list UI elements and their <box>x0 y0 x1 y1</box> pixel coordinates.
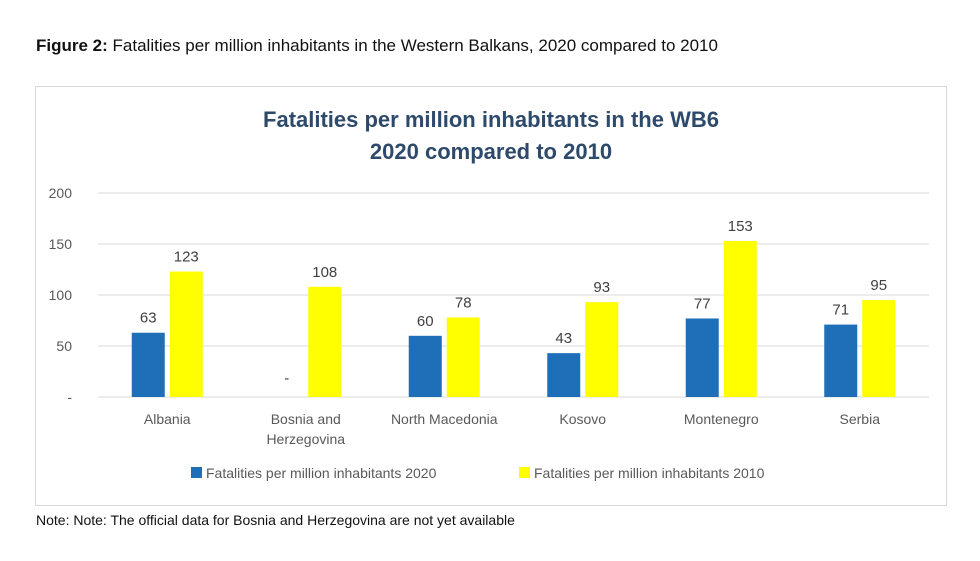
y-tick-label: 100 <box>49 287 73 303</box>
figure-caption: Figure 2: Fatalities per million inhabit… <box>36 36 718 56</box>
data-label: 60 <box>417 313 434 330</box>
data-label: 108 <box>312 264 337 281</box>
data-label: 77 <box>694 295 711 312</box>
data-label: 95 <box>870 277 887 294</box>
x-tick-label: Albania <box>144 411 191 427</box>
x-tick-label: North Macedonia <box>391 411 498 427</box>
bar <box>408 335 442 397</box>
footnote: Note: Note: The official data for Bosnia… <box>36 512 515 528</box>
bar <box>308 286 342 397</box>
figure-caption-text: Fatalities per million inhabitants in th… <box>107 36 718 55</box>
chart-frame: Fatalities per million inhabitants in th… <box>35 86 947 506</box>
bar <box>131 332 165 397</box>
legend-swatch <box>191 467 202 478</box>
figure-caption-label: Figure 2: <box>36 36 108 55</box>
bar <box>824 324 858 397</box>
bar <box>446 317 480 397</box>
x-tick-label: Kosovo <box>559 411 606 427</box>
data-label: 71 <box>832 302 849 319</box>
bar <box>547 353 581 397</box>
chart-title-line: 2020 compared to 2010 <box>370 139 612 164</box>
legend-label: Fatalities per million inhabitants 2020 <box>206 465 437 481</box>
data-label: 93 <box>593 279 610 296</box>
bar <box>723 240 757 397</box>
legend-label: Fatalities per million inhabitants 2010 <box>534 465 765 481</box>
bar-chart: Fatalities per million inhabitants in th… <box>49 107 929 481</box>
bar <box>169 271 203 397</box>
x-tick-label: Montenegro <box>684 411 759 427</box>
data-label: 43 <box>555 330 572 347</box>
bar <box>585 302 619 397</box>
y-tick-label: - <box>67 389 72 405</box>
data-label: 63 <box>140 310 157 327</box>
x-tick-label: Bosnia and <box>271 411 341 427</box>
bar <box>685 318 719 397</box>
x-tick-label: Serbia <box>840 411 881 427</box>
y-tick-label: 50 <box>56 338 72 354</box>
data-label: - <box>284 370 289 387</box>
data-label: 153 <box>728 218 753 235</box>
chart-title-line: Fatalities per million inhabitants in th… <box>263 107 719 132</box>
legend-swatch <box>519 467 530 478</box>
data-label: 78 <box>455 294 472 311</box>
y-tick-label: 150 <box>49 236 73 252</box>
y-tick-label: 200 <box>49 185 73 201</box>
x-tick-label: Herzegovina <box>266 431 345 447</box>
bar <box>862 300 896 397</box>
data-label: 123 <box>174 249 199 266</box>
